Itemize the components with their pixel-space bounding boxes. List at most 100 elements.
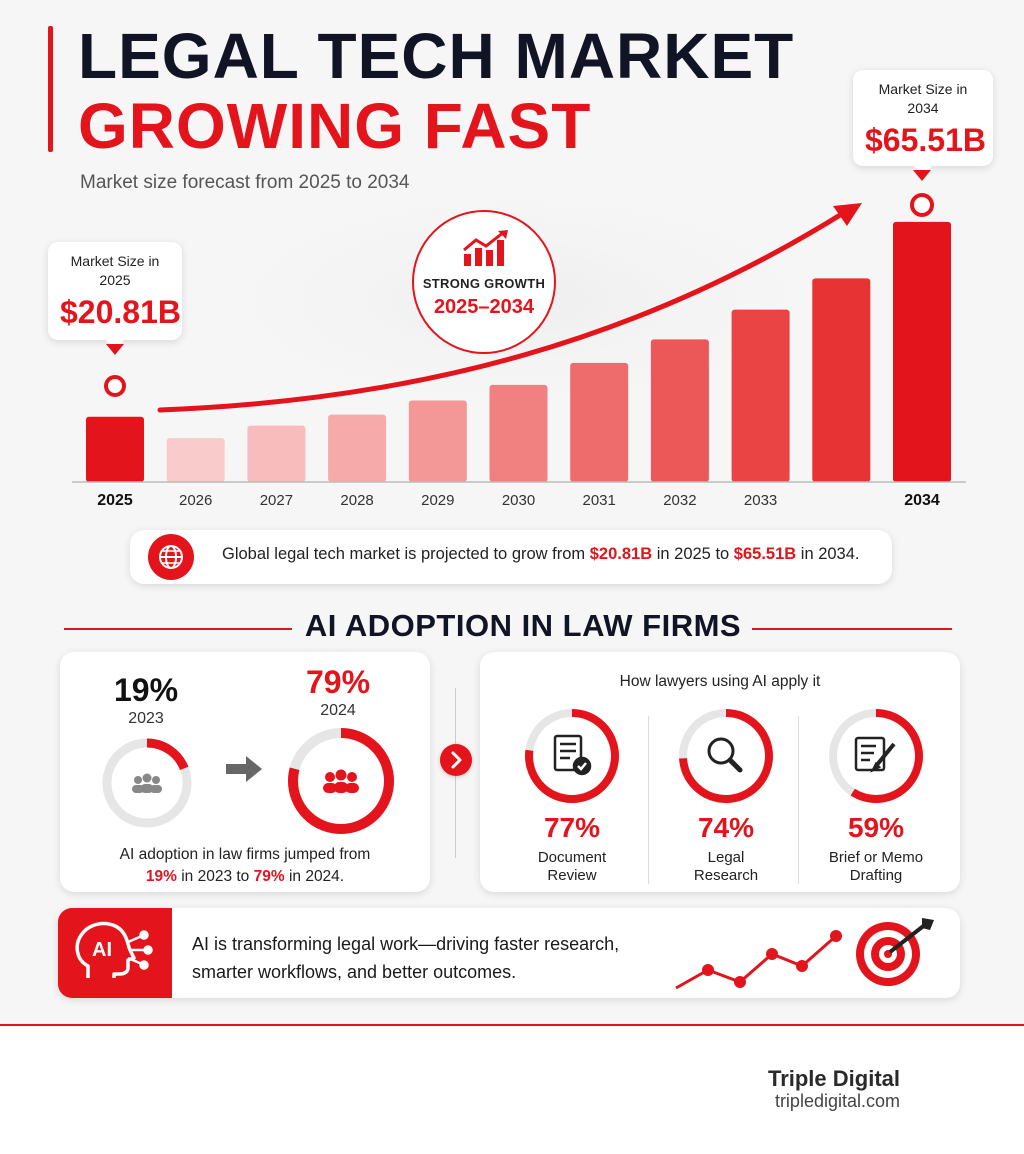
target-icon — [856, 918, 934, 986]
tick-label-2029: 2029 — [421, 492, 454, 509]
tick-label-2030: 2030 — [502, 492, 535, 509]
bar-2033 — [731, 309, 790, 482]
tick-label-2034: 2034 — [904, 492, 940, 509]
bar-pos-9 — [812, 278, 871, 482]
usage-ring-brief-drafting — [829, 709, 923, 803]
people-icon-gray — [132, 773, 162, 793]
growth-chart-icon — [463, 230, 508, 266]
usage-label-1a: Document — [537, 849, 607, 866]
footer-rule — [0, 1024, 1024, 1026]
trend-line-icon — [675, 930, 842, 990]
tick-label-2032: 2032 — [663, 492, 696, 509]
callout-2034-label: Market Size in 2034 — [878, 81, 968, 116]
adoption-2024-year: 2024 — [320, 702, 356, 719]
tick-label-2025: 2025 — [97, 492, 133, 509]
usage-separator-2 — [798, 716, 799, 884]
tick-label-2026: 2026 — [179, 492, 212, 509]
callout-2025-label: Market Size in 2025 — [70, 253, 160, 288]
usage-label-3b: Drafting — [849, 867, 903, 884]
callout-2025-value: $20.81B — [60, 294, 181, 330]
ai-head-icon: AI — [75, 921, 153, 978]
bar-2025 — [86, 416, 144, 482]
bar-2029 — [408, 400, 467, 482]
market-bar-chart: 2025 2026 2027 2028 2029 2030 2031 2032 2033 2034 — [72, 170, 966, 509]
ai-banner-text: AI is transforming legal work—driving fa… — [192, 930, 672, 986]
adoption-desc-line1: AI adoption in law firms jumped from — [119, 846, 371, 863]
usage-separator-1 — [648, 716, 649, 884]
callout-2034-value: $65.51B — [865, 122, 986, 158]
arrow-right-icon — [226, 756, 262, 782]
usage-ring-document-review — [525, 709, 619, 803]
bar-2034 — [893, 221, 951, 482]
adoption-2023-pct: 19% — [113, 672, 179, 708]
summary-bar — [130, 530, 892, 584]
document-check-icon — [553, 734, 592, 776]
usage-label-legal-research: Legal Research — [651, 849, 801, 885]
people-icon-red — [323, 769, 359, 793]
tick-label-2031: 2031 — [583, 492, 616, 509]
ai-banner — [58, 908, 960, 998]
growth-badge: STRONG GROWTH 2025–2034 — [412, 210, 556, 354]
callout-market-2034: Market Size in 2034 $65.51B — [853, 70, 993, 176]
pen-paper-icon — [854, 736, 896, 773]
summary-text: Global legal tech market is projected to… — [222, 545, 860, 564]
usage-ring-legal-research — [679, 709, 773, 803]
growth-badge-label: STRONG GROWTH — [422, 276, 546, 291]
usage-label-3a: Brief or Memo — [828, 849, 924, 866]
brand-url[interactable]: tripledigital.com — [774, 1091, 900, 1111]
adoption-2024-ring — [288, 728, 394, 834]
usage-label-brief-drafting: Brief or Memo Drafting — [801, 849, 951, 885]
usage-label-1b: Review — [547, 867, 597, 884]
summary-value-start: $20.81B — [589, 545, 653, 563]
growth-trend-arrow — [157, 209, 848, 413]
adoption-desc-pct2: 79% — [253, 868, 285, 885]
summary-suffix: in 2034. — [796, 545, 860, 563]
page-title-line1: LEGAL TECH MARKET — [78, 20, 795, 92]
page-subtitle: Market size forecast from 2025 to 2034 — [80, 172, 410, 193]
adoption-2023-year: 2023 — [128, 710, 164, 727]
bar-2031 — [570, 362, 629, 482]
adoption-description: AI adoption in law firms jumped from 19%… — [60, 844, 430, 888]
ai-banner-line1: AI is transforming legal work—driving fa… — [192, 934, 620, 954]
page-title-line2: GROWING FAST — [78, 90, 592, 162]
bar-2030 — [489, 384, 548, 482]
adoption-desc-pct1: 19% — [145, 868, 177, 885]
section-rule-left — [64, 628, 292, 630]
summary-prefix: Global legal tech market is projected to… — [222, 545, 590, 563]
globe-icon — [148, 534, 194, 580]
trend-arrow-head — [833, 203, 862, 226]
usage-card — [480, 652, 960, 892]
growth-badge-range: 2025–2034 — [433, 296, 535, 318]
marker-2025 — [104, 375, 126, 397]
bar-2026 — [166, 438, 225, 482]
ai-head-label: AI — [92, 939, 112, 961]
ai-banner-line2: smarter workflows, and better outcomes. — [192, 962, 517, 982]
usage-label-document-review: Document Review — [497, 849, 647, 885]
chevron-right-icon — [440, 744, 472, 776]
usage-title: How lawyers using AI apply it — [619, 673, 821, 690]
summary-mid: in 2025 to — [652, 545, 734, 563]
tick-label-2027: 2027 — [260, 492, 293, 509]
title-accent-bar — [48, 26, 53, 152]
tick-label-2033: 2033 — [744, 492, 777, 509]
pointer-2034 — [913, 170, 931, 181]
bar-2032 — [650, 339, 709, 482]
adoption-desc-mid: in 2023 to — [176, 868, 254, 885]
tick-label-2028: 2028 — [340, 492, 373, 509]
section-rule-right — [752, 628, 952, 630]
usage-pct-brief-drafting: 59% — [847, 812, 905, 843]
brand-name: Triple Digital — [767, 1066, 900, 1091]
summary-value-end: $65.51B — [733, 545, 797, 563]
callout-market-2025: Market Size in 2025 $20.81B — [48, 242, 182, 350]
usage-pct-legal-research: 74% — [697, 812, 755, 843]
usage-label-2a: Legal — [707, 849, 745, 866]
pointer-2025 — [106, 344, 124, 355]
section-title: AI ADOPTION IN LAW FIRMS — [304, 608, 742, 643]
marker-2034 — [910, 193, 934, 217]
bar-2027 — [247, 425, 306, 482]
adoption-desc-suffix: in 2024. — [284, 868, 345, 885]
usage-label-2b: Research — [693, 867, 759, 884]
ai-head-tile: AI — [58, 908, 172, 998]
usage-pct-document-review: 77% — [543, 812, 601, 843]
bar-2028 — [328, 414, 387, 482]
